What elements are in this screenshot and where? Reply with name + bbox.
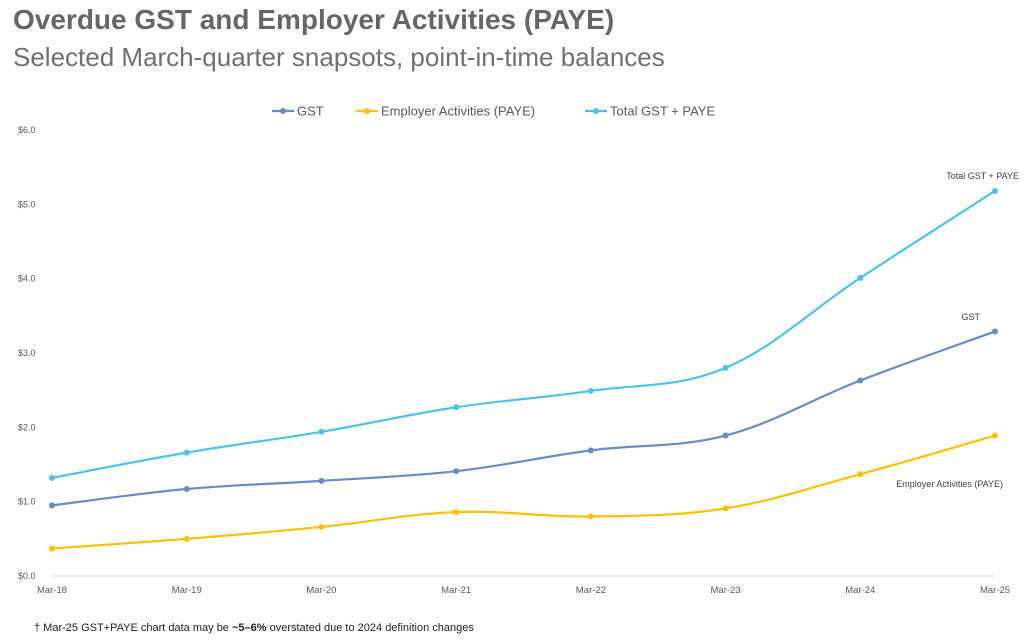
data-point-employer-activities-paye [587, 513, 594, 520]
data-point-employer-activities-paye [992, 432, 998, 439]
data-point-total-gst-paye [453, 404, 460, 411]
data-point-gst [857, 377, 864, 384]
data-point-employer-activities-paye [453, 509, 460, 516]
footnote-suffix: overstated due to 2024 definition change… [266, 622, 474, 634]
data-point-employer-activities-paye [183, 535, 190, 542]
data-point-employer-activities-paye [49, 545, 55, 552]
x-tick-label: Mar-18 [37, 585, 67, 596]
end-label-total-gst-paye: Total GST + PAYE [946, 171, 1019, 181]
footnote: † Mar-25 GST+PAYE chart data may be ~5–6… [34, 622, 474, 634]
footnote-bold: ~5–6% [231, 622, 267, 634]
legend-label: Employer Activities (PAYE) [381, 104, 535, 119]
data-point-gst [722, 432, 729, 439]
data-point-total-gst-paye [992, 187, 998, 194]
legend-swatch-marker [364, 108, 370, 114]
data-point-total-gst-paye [183, 449, 190, 456]
series-line-gst [51, 330, 996, 507]
series-line-employer-activities-paye [51, 434, 996, 550]
data-point-total-gst-paye [857, 274, 864, 281]
x-tick-label: Mar-22 [576, 585, 606, 596]
data-point-gst [453, 468, 460, 475]
data-point-employer-activities-paye [318, 523, 325, 530]
end-label-employer-activities-paye: Employer Activities (PAYE) [896, 479, 1003, 489]
x-tick-label: Mar-20 [306, 585, 336, 596]
y-tick-label: $4.0 [18, 274, 36, 284]
footnote-prefix: † Mar-25 GST+PAYE chart data may be [34, 622, 232, 634]
data-point-total-gst-paye [587, 387, 594, 394]
chart-subtitle: Selected March-quarter snapsots, point-i… [13, 42, 665, 72]
legend-label: Total GST + PAYE [610, 104, 715, 119]
x-tick-label: Mar-23 [711, 585, 741, 596]
data-point-total-gst-paye [722, 364, 729, 371]
chart-title: Overdue GST and Employer Activities (PAY… [13, 4, 615, 35]
legend-label: GST [297, 104, 324, 119]
x-tick-label: Mar-25 [980, 585, 1010, 596]
data-point-gst [992, 328, 998, 335]
data-point-gst [587, 447, 594, 454]
x-tick-label: Mar-19 [172, 585, 202, 596]
data-point-total-gst-paye [318, 428, 325, 435]
y-tick-label: $6.0 [18, 125, 36, 135]
y-tick-label: $3.0 [18, 348, 36, 358]
data-point-employer-activities-paye [722, 505, 729, 512]
end-label-gst: GST [961, 312, 980, 322]
legend-swatch-marker [593, 108, 599, 114]
data-point-gst [318, 477, 325, 484]
data-point-gst [49, 502, 55, 509]
x-tick-label: Mar-24 [845, 585, 875, 596]
y-tick-label: $2.0 [18, 422, 36, 432]
y-tick-label: $1.0 [18, 497, 36, 507]
data-point-total-gst-paye [49, 474, 55, 481]
legend-swatch-marker [280, 108, 286, 114]
y-tick-label: $5.0 [18, 199, 36, 209]
data-point-gst [183, 486, 190, 493]
series-line-total-gst-paye [51, 190, 996, 479]
x-tick-label: Mar-21 [441, 585, 471, 596]
y-tick-label: $0.0 [18, 571, 36, 581]
data-point-employer-activities-paye [857, 471, 864, 478]
